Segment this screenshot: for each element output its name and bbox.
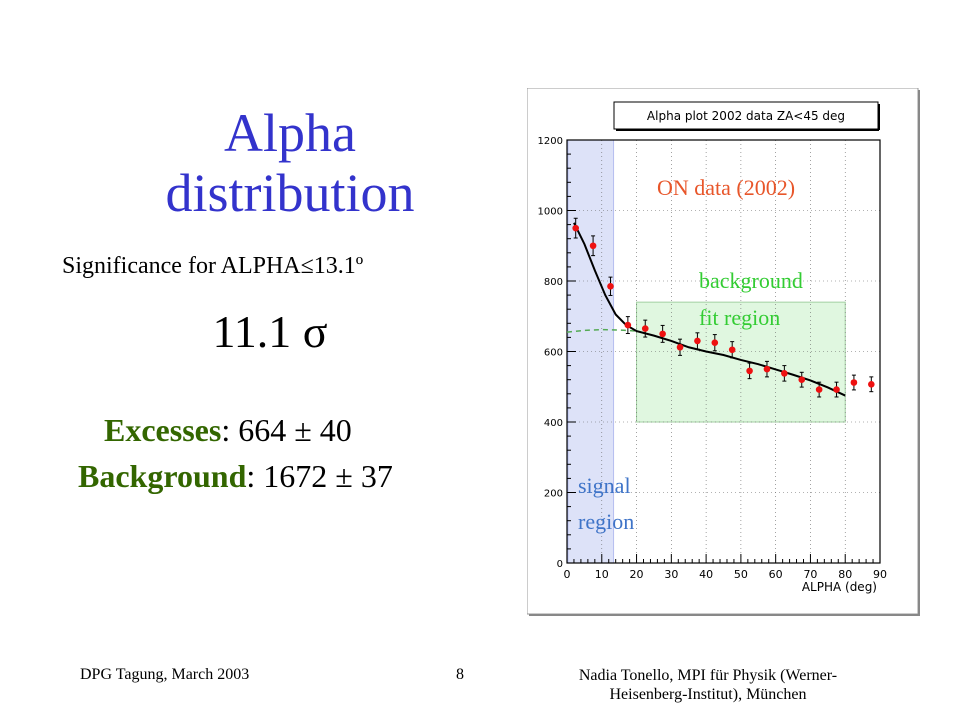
annotation-background-line1: background <box>699 268 803 293</box>
footer-author: Nadia Tonello, MPI für Physik (Werner- H… <box>548 666 868 704</box>
extrapolated-background-curve <box>566 328 637 333</box>
plot-frame <box>566 139 881 564</box>
data-point <box>868 376 875 393</box>
x-tick-label: 70 <box>803 568 817 581</box>
significance-label: Significance for ALPHA≤13.1º <box>62 253 364 279</box>
data-point <box>763 360 771 378</box>
x-tick-label: 90 <box>873 568 887 581</box>
data-point <box>676 338 684 356</box>
footer-author-line2: Heisenberg-Institut), München <box>609 686 807 703</box>
data-marker <box>850 379 858 386</box>
x-tick-label: 80 <box>838 568 852 581</box>
data-point <box>711 334 719 352</box>
data-marker <box>798 376 806 384</box>
slide-title-line1: Alpha <box>224 103 356 163</box>
data-point <box>624 316 632 335</box>
slide-title: Alpha distribution <box>110 103 470 223</box>
y-tick-label: 600 <box>544 348 563 359</box>
data-point <box>781 365 788 382</box>
slide-title-line2: distribution <box>165 163 415 223</box>
background-label: Background <box>78 458 247 494</box>
alpha-plot: Alpha plot 2002 data ZA<45 deg 0 10 20 30 40 5… <box>527 88 920 616</box>
footer-page-number: 8 <box>456 666 464 683</box>
data-marker <box>676 343 684 351</box>
annotation-signal-line1: signal <box>578 473 631 498</box>
data-point <box>815 381 823 398</box>
significance-value: 11.1 σ <box>212 306 328 357</box>
y-tick-label: 200 <box>544 489 563 500</box>
chart-title-box <box>613 101 879 130</box>
background-stat: Background: 1672 ± 37 <box>78 458 393 495</box>
x-tick-label: 50 <box>734 568 748 581</box>
background-value: : 1672 ± 37 <box>246 458 393 494</box>
data-marker <box>694 337 701 345</box>
y-tick-label: 800 <box>544 277 563 288</box>
data-marker <box>763 365 771 373</box>
data-marker <box>589 242 597 250</box>
data-marker <box>781 370 788 377</box>
footer-conference: DPG Tagung, March 2003 <box>80 666 250 683</box>
data-point <box>798 371 806 388</box>
data-marker <box>868 380 875 388</box>
data-marker <box>833 386 840 393</box>
data-marker <box>641 325 649 332</box>
data-marker <box>711 339 719 346</box>
chart-title: Alpha plot 2002 data ZA<45 deg <box>647 109 845 123</box>
background-fit-region <box>636 301 846 423</box>
data-marker <box>815 386 823 393</box>
data-marker <box>746 367 753 375</box>
data-point <box>728 341 736 359</box>
x-tick-label: 20 <box>630 568 644 581</box>
x-tick-label: 40 <box>699 568 713 581</box>
y-tick-label: 400 <box>544 418 563 429</box>
annotation-on-data: ON data (2002) <box>657 175 795 200</box>
x-tick-label: 30 <box>664 568 678 581</box>
x-tick-label: 0 <box>564 568 571 581</box>
footer-author-line1: Nadia Tonello, MPI für Physik (Werner- <box>578 667 838 684</box>
data-point <box>833 381 840 398</box>
data-point <box>641 319 649 338</box>
x-tick-label: 10 <box>595 568 609 581</box>
data-marker <box>572 224 579 232</box>
fit-curve <box>573 222 846 397</box>
data-point <box>572 217 579 239</box>
excess-label: Excesses <box>104 412 222 448</box>
annotation-background-line2: fit region <box>699 305 780 330</box>
excess-value: : 664 ± 40 <box>221 412 352 448</box>
x-axis-label: ALPHA (deg) <box>802 580 877 594</box>
data-point <box>589 235 597 257</box>
annotation-signal-line2: region <box>578 509 634 534</box>
data-marker <box>624 321 632 329</box>
data-point <box>659 324 666 343</box>
x-tick-label: 60 <box>769 568 783 581</box>
y-tick-label: 1000 <box>538 207 563 218</box>
y-tick-label: 0 <box>557 559 563 570</box>
data-point <box>607 276 614 296</box>
data-point <box>746 362 753 380</box>
data-marker <box>659 330 666 338</box>
data-point <box>850 374 858 391</box>
data-point <box>694 332 701 350</box>
y-tick-label: 1200 <box>538 136 563 147</box>
data-marker <box>728 346 736 354</box>
excess-stat: Excesses: 664 ± 40 <box>104 412 352 449</box>
data-marker <box>607 282 614 290</box>
